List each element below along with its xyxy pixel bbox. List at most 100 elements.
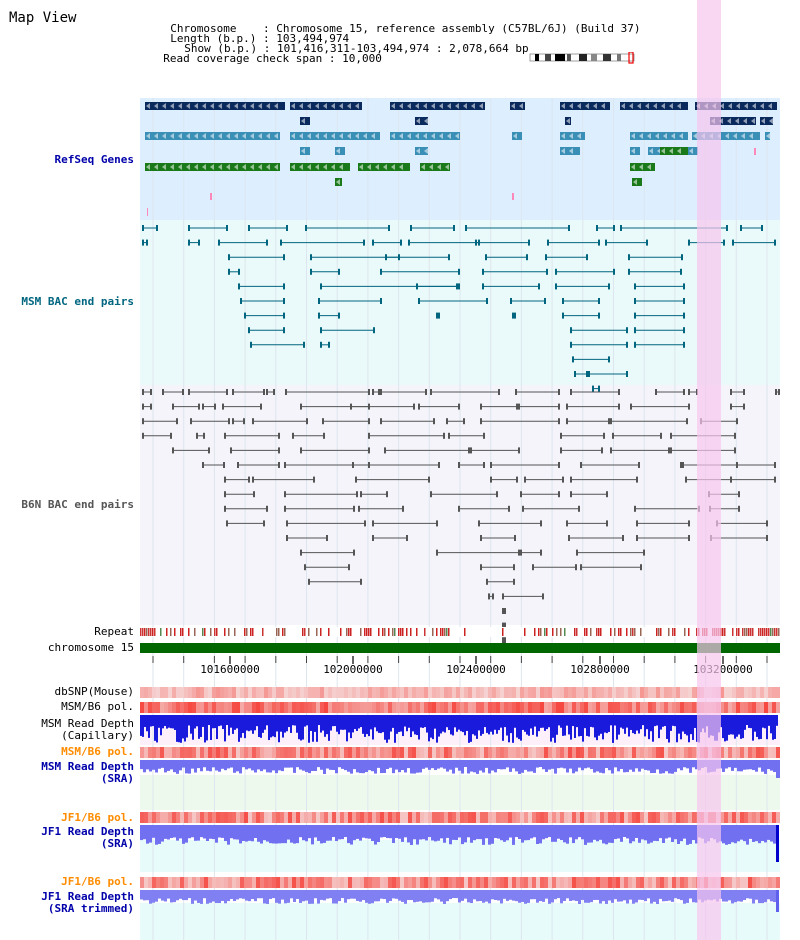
b6n-pair-end (430, 389, 432, 395)
pol-cell (608, 877, 612, 888)
depth-bar (209, 760, 212, 772)
pol-cell (368, 702, 372, 713)
depth-bar (216, 715, 218, 740)
pol-cell (372, 687, 376, 698)
depth-bar (545, 825, 548, 839)
strand-arrow (154, 103, 158, 109)
depth-bar (758, 825, 761, 844)
pol-cell (764, 687, 768, 698)
depth-bar (554, 825, 557, 842)
depth-bar (452, 825, 455, 840)
depth-bar (521, 825, 524, 843)
depth-bar (722, 760, 725, 772)
depth-bar (179, 825, 182, 839)
b6n-pair-end (428, 476, 430, 483)
b6n-pair-end (300, 549, 302, 556)
pol-cell (252, 812, 256, 823)
pol-cell (436, 877, 440, 888)
depth-bar (338, 890, 341, 902)
pol-cell (620, 877, 624, 888)
b6n-pair-end (515, 389, 517, 395)
pol-cell (196, 747, 200, 758)
depth-bar (638, 890, 641, 900)
pol-cell (776, 812, 780, 823)
pol-cell (248, 877, 252, 888)
depth-bar (473, 890, 476, 900)
pol-cell (484, 877, 488, 888)
repeat-element (738, 628, 740, 636)
pol-cell (728, 747, 732, 758)
pol-cell (336, 687, 340, 698)
depth-bar (185, 760, 188, 774)
pol-cell (260, 812, 264, 823)
depth-bar (358, 715, 360, 729)
pol-cell (512, 812, 516, 823)
depth-bar (554, 760, 557, 774)
depth-bar (743, 825, 746, 842)
pol-cell (388, 687, 392, 698)
strand-arrow (154, 164, 158, 170)
b6n-pair-end (575, 564, 577, 571)
pol-cell (312, 702, 316, 713)
depth-bar (533, 825, 536, 838)
pol-cell (236, 702, 240, 713)
depth-bar (413, 760, 416, 774)
depth-bar (317, 890, 320, 904)
pol-cell (436, 747, 440, 758)
msm-pair-end (544, 298, 546, 304)
pol-cell (544, 877, 548, 888)
pol-cell (672, 747, 676, 758)
depth-bar (725, 825, 728, 845)
pol-cell (180, 687, 184, 698)
pol-cell (340, 687, 344, 698)
depth-bar (368, 890, 371, 904)
chromosome-ideogram[interactable] (529, 52, 637, 64)
pol-cell (452, 702, 456, 713)
pol-cell (500, 747, 504, 758)
pol-cell (684, 687, 688, 698)
depth-bar (738, 715, 740, 735)
depth-bar (470, 715, 472, 742)
b6n-pair-end (266, 505, 268, 512)
depth-bar (434, 760, 437, 771)
gene-marker (754, 148, 756, 155)
depth-bar (230, 715, 232, 728)
b6n-pair-end (358, 505, 360, 512)
msm-pair-end (418, 298, 420, 304)
pol-cell (468, 702, 472, 713)
depth-bar (581, 825, 584, 840)
strand-arrow (146, 103, 150, 109)
header-show: Show (b.p.) : 101,416,311-103,494,974 : … (184, 42, 529, 55)
pol-cell (220, 877, 224, 888)
depth-bar (599, 760, 602, 773)
pol-cell (720, 747, 724, 758)
gene-feature (510, 102, 525, 110)
pol-cell (204, 747, 208, 758)
msm-pair-end (372, 239, 374, 246)
msm-pair-end (286, 225, 288, 231)
depth-bar (587, 760, 590, 768)
depth-bar (479, 890, 482, 902)
depth-bar (155, 890, 158, 902)
b6n-pair-end (558, 462, 560, 468)
pol-cell (440, 812, 444, 823)
pol-cell (736, 702, 740, 713)
pol-cell (264, 702, 268, 713)
depth-bar (509, 825, 512, 838)
depth-bar (746, 715, 748, 726)
pol-cell (360, 747, 364, 758)
depth-bar (438, 715, 440, 737)
pol-cell (584, 687, 588, 698)
depth-bar (686, 890, 689, 903)
depth-bar (386, 715, 388, 743)
pol-cell (564, 747, 568, 758)
repeat-element (308, 628, 310, 636)
pol-cell (668, 877, 672, 888)
genome-viewer[interactable]: 101600000 102000000 102400000 102800000 1032… (140, 0, 780, 940)
depth-bar (152, 890, 155, 903)
depth-bar (630, 715, 632, 730)
depth-bar (632, 760, 635, 772)
strand-arrow (677, 148, 681, 154)
pol-cell (668, 812, 672, 823)
strand-arrow (162, 103, 166, 109)
